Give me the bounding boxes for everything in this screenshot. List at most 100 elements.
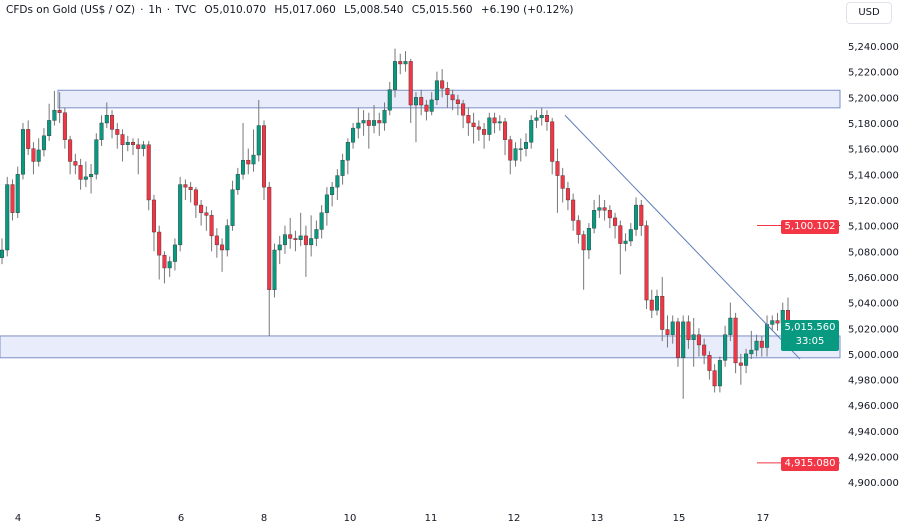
candle-body [293,238,298,240]
candle-body [529,120,534,143]
candle-body [31,148,36,162]
candle-body [382,109,387,124]
candle-body [712,370,717,387]
candle-body [183,184,188,188]
chart-header: CFDs on Gold (US$ / OZ) · 1h · TVC O5,010.07… [6,4,574,16]
price-change: +6.190 (+0.12%) [480,4,574,16]
candle-body [723,334,728,361]
price-axis: 5,240.000 5,220.000 5,200.000 5,180.000 5,16… [848,42,899,489]
candle-body [0,249,4,258]
candle-body [146,144,151,201]
candle-body [246,159,251,165]
candle-body [702,344,707,356]
symbol-name[interactable]: CFDs on Gold (US$ / OZ) [6,4,136,16]
candle-body [256,125,261,156]
candle-body [178,184,183,246]
candle-body [130,142,135,145]
candle-body [241,159,246,175]
candle-body [377,120,382,124]
current-price: 5,015.560 [784,322,836,333]
candle-body [361,120,366,124]
candle-body [262,125,267,188]
data-source: TVC [175,4,197,16]
candle-body [424,104,429,112]
candle-body [681,321,686,358]
time-tick-label: 5 [95,513,101,524]
candle-body [110,115,115,130]
price-tick-label: 5,140.000 [848,170,899,181]
candle-body [157,231,162,256]
candle-body [89,174,94,178]
candle-body [68,139,73,162]
candle-body [73,161,78,166]
currency-button[interactable]: USD [846,2,892,24]
candle-body [330,186,335,196]
candle-body [314,229,319,239]
candle-body [225,225,230,251]
candle-body [267,186,272,290]
candle-body [309,238,314,246]
candle-body [319,212,324,230]
price-tick-label: 5,180.000 [848,119,899,130]
candle-body [298,235,303,240]
candle-body [749,349,754,355]
candle-body [602,207,607,211]
price-tick-label: 5,200.000 [848,93,899,104]
candle-body [560,175,565,189]
candle-body [503,121,508,140]
time-tick-label: 10 [344,513,357,524]
candle-body [492,117,497,124]
candle-body [434,80,439,101]
candle-body [120,134,125,145]
interval[interactable]: 1h [148,4,162,16]
candle-body [393,61,398,90]
candle-body [151,199,156,233]
candle-body [524,142,529,149]
candle-body [419,97,424,106]
candle-body [497,121,502,124]
time-tick-label: 17 [757,513,770,524]
candle-body [759,340,764,348]
candle-body [99,122,104,140]
candle-body [634,204,639,230]
time-tick-label: 12 [508,513,521,524]
candle-body [204,212,209,216]
candle-body [613,217,618,226]
price-tick-label: 5,060.000 [848,273,899,284]
candle-body [754,340,759,351]
candle-body [571,199,576,221]
candle-body [230,189,235,226]
candle-body [403,61,408,65]
candle-body [345,142,350,161]
candle-body [188,186,193,190]
candle-body [335,175,340,188]
candle-body [607,210,612,219]
level-lower-tag: 4,915.080 [781,457,839,471]
candle-body [36,149,41,162]
candle-body [455,99,460,104]
candle-body [125,142,130,145]
current-price-tag: 5,015.560 33:05 [781,320,839,351]
candle-body [707,355,712,371]
price-tick-label: 5,220.000 [848,68,899,79]
candle-body [167,261,172,269]
time-tick-label: 15 [673,513,686,524]
candle-body [356,122,361,129]
candle-body [94,139,99,175]
candle-body [550,121,555,162]
price-tick-label: 4,980.000 [848,376,899,387]
candle-body [5,184,10,251]
candle-body [413,97,418,106]
candle-body [220,244,225,251]
candle-body [10,184,15,213]
candle-body [303,235,308,246]
candle-body [670,321,675,335]
candle-body [618,225,623,244]
ohlc-high: H5,017.060 [274,4,336,16]
candle-body [15,174,20,213]
price-tick-label: 5,100.000 [848,222,899,233]
price-tick-label: 4,900.000 [848,478,899,489]
candle-body [47,120,52,137]
candle-body [482,129,487,135]
